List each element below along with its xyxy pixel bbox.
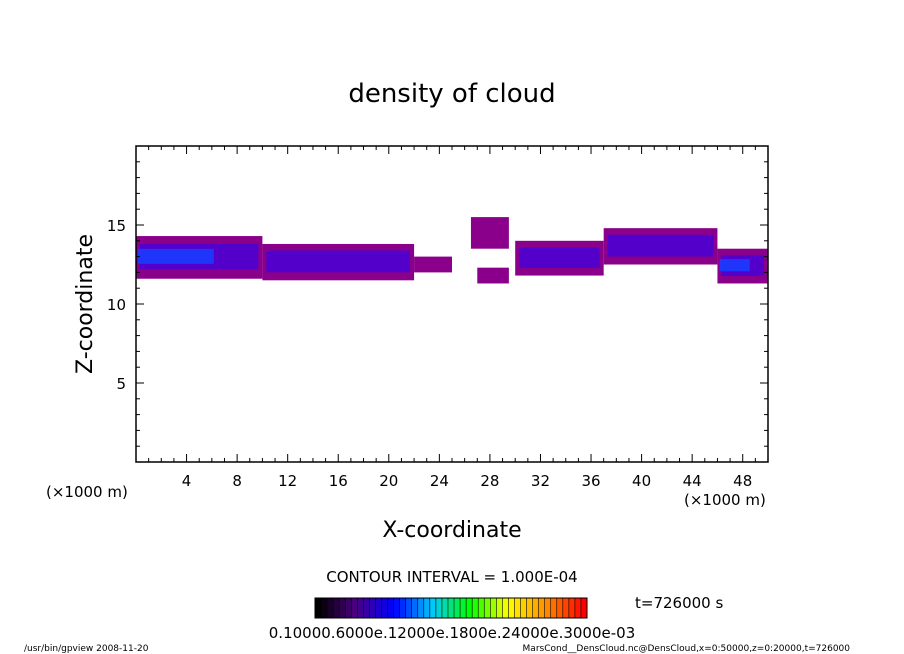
x-unit-label: (×1000 m) [684,491,766,509]
colorbar-swatch [538,598,545,618]
x-tick-label: 24 [430,472,449,490]
y-tick-label: 10 [107,296,126,314]
colorbar-swatch [544,598,552,618]
colorbar-swatch [393,598,400,618]
x-tick-label: 8 [232,472,242,490]
cloud-region-4 [477,267,509,284]
colorbar-swatch [454,598,461,618]
colorbar-swatch [520,598,527,618]
colorbar-swatch [381,598,388,618]
y-tick-label: 5 [116,375,126,393]
x-tick-label: 48 [733,472,752,490]
colorbar-swatch [351,598,358,618]
y-tick-labels: 5 10 15 [107,217,126,393]
colorbar-swatch [387,598,394,618]
colorbar-swatch [405,598,413,618]
colorbar-swatch [423,598,431,618]
x-tick-label: 28 [480,472,499,490]
colorbar-swatch [315,598,322,618]
colorbar-swatch [363,598,370,618]
y-tick-label: 15 [107,217,126,235]
colorbar-swatch [460,598,467,618]
colorbar-swatch [472,598,479,618]
y-axis-label: Z-coordinate [73,234,98,374]
contour-interval: CONTOUR INTERVAL = 1.000E-04 [326,568,577,586]
cloud-region-2 [414,256,452,273]
z-unit-label: (×1000 m) [46,483,128,501]
colorbar-swatch [447,598,455,618]
colorbar-swatch [417,598,425,618]
colorbar-swatch [574,598,582,618]
colorbar-swatch [435,598,443,618]
x-tick-label: 40 [632,472,651,490]
colorbar-swatch [490,598,497,618]
colorbar-swatch [357,598,364,618]
colorbar-swatch [321,598,328,618]
colorbar-swatch [327,598,334,618]
plot-frame [135,145,769,463]
cloud-core-6 [607,234,714,257]
chart-title: density of cloud [348,79,555,109]
colorbar-swatch [532,598,539,618]
footer-left: /usr/bin/gpview 2008-11-20 [24,644,149,654]
x-tick-label: 32 [531,472,550,490]
colorbar-swatch [411,598,419,618]
colorbar-swatch [502,598,509,618]
colorbar-swatch [375,598,382,618]
colorbar-swatch [508,598,515,618]
x-tick-label: 4 [182,472,192,490]
colorbar-swatch [478,598,485,618]
x-tick-label: 44 [683,472,702,490]
axis-ticks [136,146,768,462]
colorbar-swatch [333,598,340,618]
colorbar-swatch [568,598,576,618]
x-tick-label: 12 [278,472,297,490]
colorbar-swatch [441,598,449,618]
colorbar-swatch [514,598,521,618]
colorbar-labels: 0.10000.6000e.12000e.1800e.24000e.3000e-… [269,624,635,642]
x-tick-label: 36 [581,472,600,490]
footer-right: MarsCond__DensCloud.nc@DensCloud,x=0:500… [523,644,851,654]
colorbar-frame [314,597,588,619]
colorbar-swatch [580,598,588,618]
time-label: t=726000 s [635,594,723,612]
colorbar-swatch [339,598,346,618]
x-tick-label: 20 [379,472,398,490]
colorbar-swatch [562,598,570,618]
x-tick-label: 16 [329,472,348,490]
x-axis-label: X-coordinate [382,518,521,543]
colorbar-swatch [526,598,533,618]
x-tick-labels: 4 8 12 16 20 24 28 32 36 40 44 48 [182,472,752,490]
colorbar-swatch [429,598,437,618]
colorbar-swatch [484,598,491,618]
cloud-peak-0 [138,248,214,264]
colorbar-swatch [466,598,473,618]
colorbar-swatch [496,598,503,618]
cloud-region-3 [470,217,509,249]
cloud-field [136,217,768,284]
colorbar [314,597,588,619]
cloud-peak-7 [719,259,750,272]
cloud-core-5 [519,247,600,268]
colorbar-swatch [550,598,558,618]
colorbar-swatch [345,598,352,618]
cloud-core-1 [266,250,411,273]
colorbar-swatch [399,598,406,618]
colorbar-swatch [369,598,376,618]
colorbar-swatch [556,598,564,618]
